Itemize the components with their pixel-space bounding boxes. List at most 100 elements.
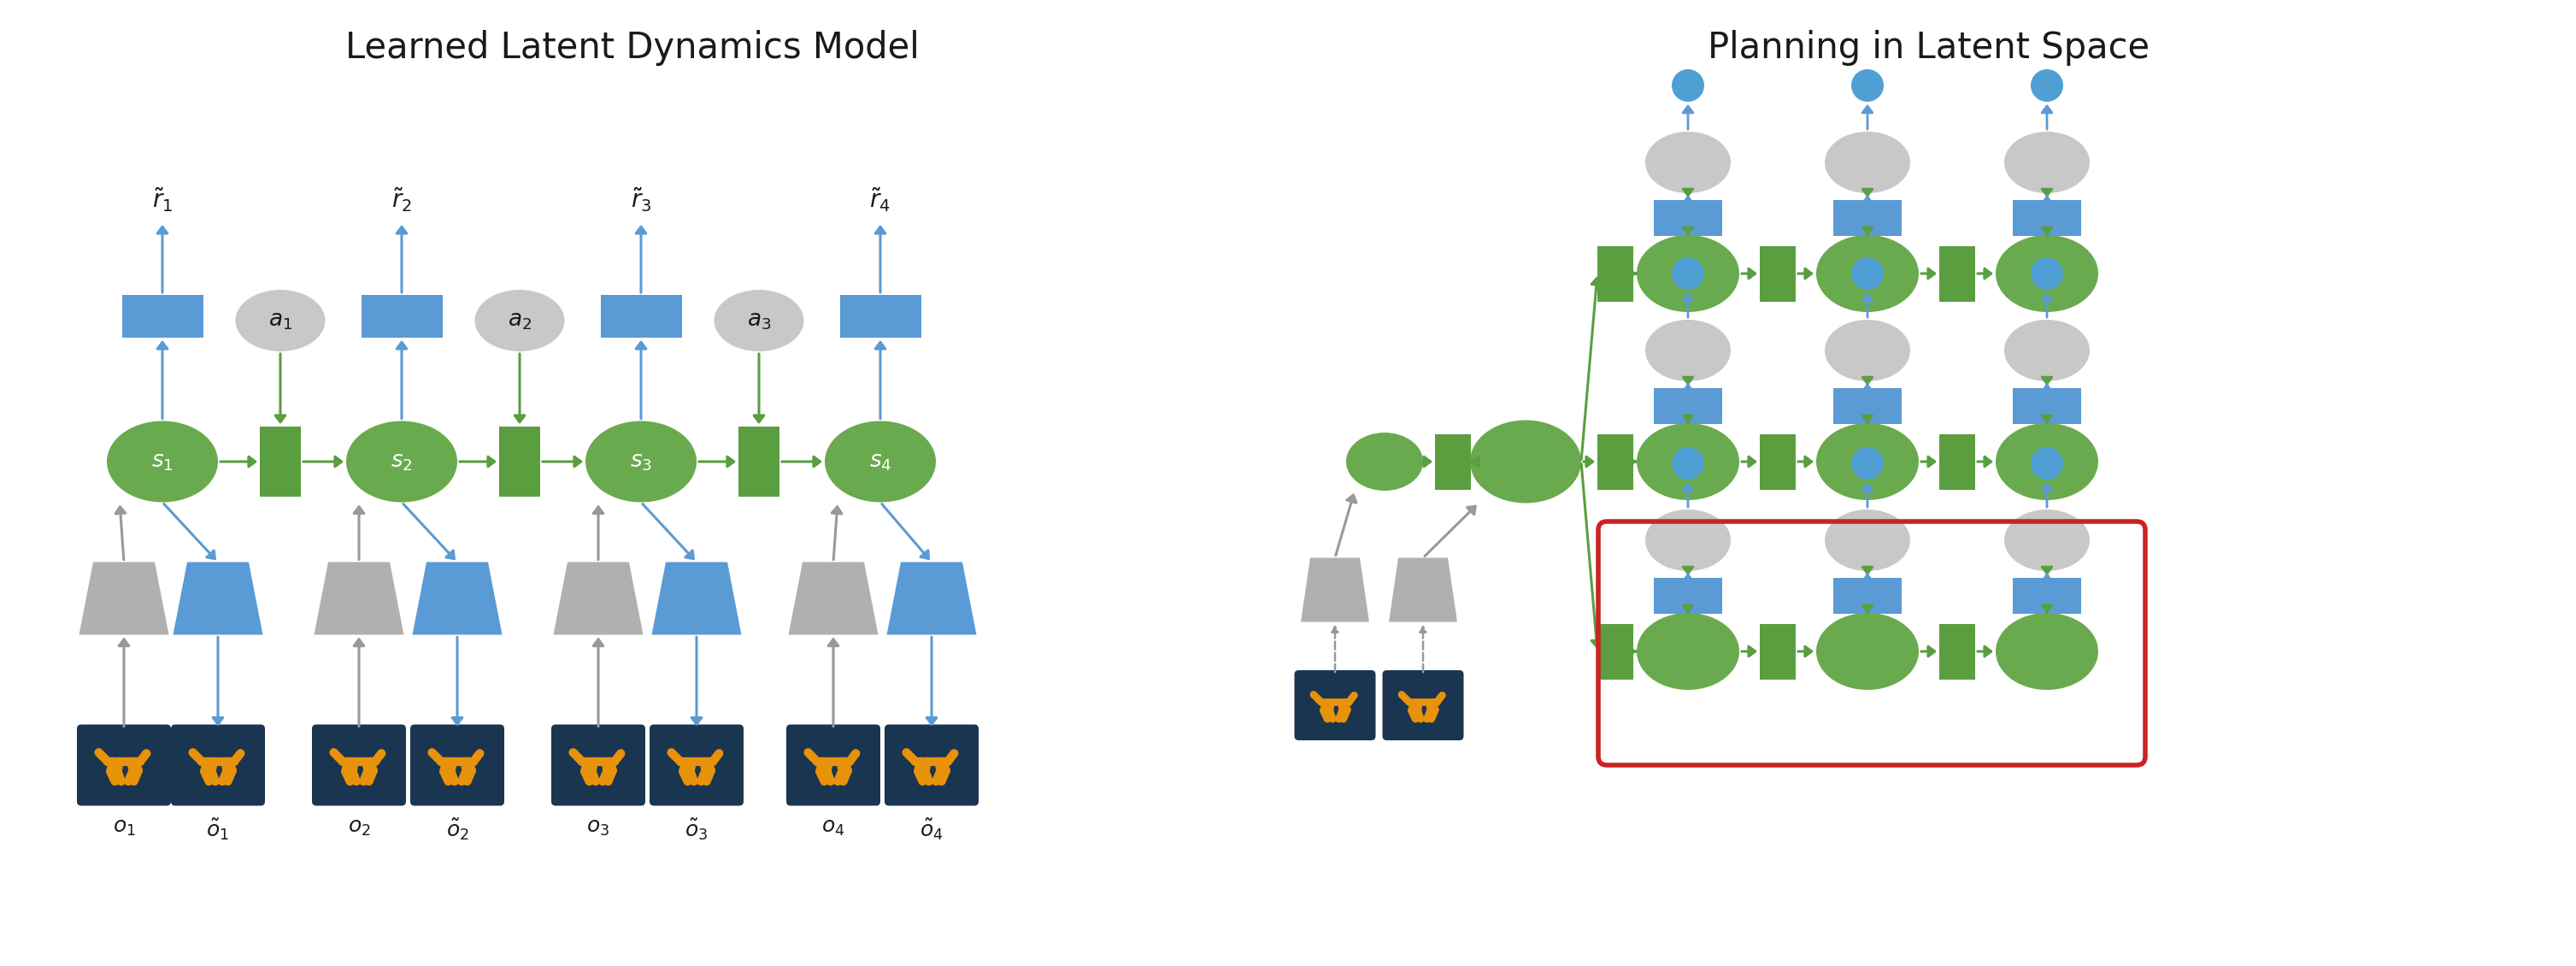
Ellipse shape: [1996, 613, 2099, 690]
Bar: [1759, 245, 1795, 301]
Polygon shape: [80, 562, 170, 635]
Bar: [2012, 388, 2081, 424]
Ellipse shape: [1471, 420, 1582, 503]
Bar: [260, 427, 301, 497]
Ellipse shape: [1816, 235, 1919, 312]
Bar: [1654, 200, 1723, 236]
Bar: [1940, 434, 1976, 490]
Polygon shape: [554, 562, 644, 635]
Polygon shape: [173, 562, 263, 635]
FancyBboxPatch shape: [649, 724, 744, 806]
Text: $a_3$: $a_3$: [747, 309, 770, 331]
Text: $\tilde{o}_3$: $\tilde{o}_3$: [685, 817, 708, 841]
Bar: [1940, 245, 1976, 301]
Bar: [1834, 388, 1901, 424]
FancyBboxPatch shape: [551, 724, 644, 806]
Ellipse shape: [1816, 423, 1919, 500]
Ellipse shape: [1646, 320, 1731, 382]
Bar: [1759, 624, 1795, 679]
Bar: [1654, 578, 1723, 613]
Bar: [1597, 245, 1633, 301]
FancyBboxPatch shape: [312, 724, 407, 806]
Polygon shape: [412, 562, 502, 635]
Bar: [1597, 434, 1633, 490]
Ellipse shape: [2004, 509, 2089, 571]
Text: $\tilde{o}_1$: $\tilde{o}_1$: [206, 817, 229, 841]
Text: $\tilde{r}_{2}$: $\tilde{r}_{2}$: [392, 186, 412, 213]
Bar: [600, 295, 683, 338]
Polygon shape: [886, 562, 976, 635]
Bar: [2012, 200, 2081, 236]
Ellipse shape: [585, 421, 696, 502]
Bar: [1597, 624, 1633, 679]
Ellipse shape: [1852, 447, 1883, 479]
Text: $\tilde{o}_2$: $\tilde{o}_2$: [446, 817, 469, 841]
Ellipse shape: [1672, 70, 1705, 101]
Polygon shape: [1388, 557, 1458, 622]
Text: $a_1$: $a_1$: [268, 309, 291, 331]
Ellipse shape: [1347, 433, 1422, 491]
FancyBboxPatch shape: [786, 724, 881, 806]
Ellipse shape: [2030, 447, 2063, 479]
Text: $s_1$: $s_1$: [152, 450, 173, 472]
Ellipse shape: [1816, 613, 1919, 690]
Ellipse shape: [2030, 257, 2063, 290]
Text: $\tilde{r}_{4}$: $\tilde{r}_{4}$: [871, 186, 891, 213]
Bar: [2012, 578, 2081, 613]
Bar: [840, 295, 920, 338]
Text: $o_4$: $o_4$: [822, 817, 845, 838]
Ellipse shape: [1824, 131, 1911, 193]
Text: $o_1$: $o_1$: [113, 817, 137, 838]
Bar: [1834, 578, 1901, 613]
Text: $a_2$: $a_2$: [507, 309, 531, 331]
Bar: [121, 295, 204, 338]
Text: $s_4$: $s_4$: [868, 450, 891, 472]
Ellipse shape: [1646, 509, 1731, 571]
Ellipse shape: [1636, 235, 1739, 312]
Ellipse shape: [2004, 131, 2089, 193]
Text: Learned Latent Dynamics Model: Learned Latent Dynamics Model: [345, 30, 920, 66]
Ellipse shape: [345, 421, 459, 502]
Ellipse shape: [1824, 320, 1911, 382]
FancyBboxPatch shape: [77, 724, 170, 806]
Bar: [1435, 434, 1471, 490]
FancyBboxPatch shape: [410, 724, 505, 806]
Polygon shape: [314, 562, 404, 635]
Text: $o_2$: $o_2$: [348, 817, 371, 838]
Ellipse shape: [234, 290, 325, 352]
FancyBboxPatch shape: [170, 724, 265, 806]
Bar: [1834, 200, 1901, 236]
Bar: [1654, 388, 1723, 424]
Bar: [500, 427, 541, 497]
Ellipse shape: [1824, 509, 1911, 571]
Ellipse shape: [714, 290, 804, 352]
Ellipse shape: [1672, 447, 1705, 479]
Polygon shape: [1301, 557, 1370, 622]
Ellipse shape: [1646, 131, 1731, 193]
Text: $\tilde{o}_4$: $\tilde{o}_4$: [920, 817, 943, 841]
Bar: [1940, 624, 1976, 679]
Ellipse shape: [1672, 257, 1705, 290]
FancyBboxPatch shape: [1383, 670, 1463, 740]
Ellipse shape: [106, 421, 219, 502]
Text: $s_3$: $s_3$: [631, 450, 652, 472]
Bar: [1759, 434, 1795, 490]
Ellipse shape: [1996, 423, 2099, 500]
Bar: [739, 427, 781, 497]
Text: $\tilde{r}_{1}$: $\tilde{r}_{1}$: [152, 186, 173, 213]
Bar: [361, 295, 443, 338]
Polygon shape: [788, 562, 878, 635]
FancyBboxPatch shape: [1293, 670, 1376, 740]
Ellipse shape: [2030, 70, 2063, 101]
Ellipse shape: [2004, 320, 2089, 382]
Ellipse shape: [1996, 235, 2099, 312]
FancyBboxPatch shape: [884, 724, 979, 806]
Text: $\tilde{r}_{3}$: $\tilde{r}_{3}$: [631, 186, 652, 213]
Ellipse shape: [1852, 70, 1883, 101]
Ellipse shape: [824, 421, 935, 502]
Ellipse shape: [474, 290, 564, 352]
Text: Planning in Latent Space: Planning in Latent Space: [1708, 30, 2151, 66]
Text: $s_2$: $s_2$: [392, 450, 412, 472]
Ellipse shape: [1636, 423, 1739, 500]
Ellipse shape: [1852, 257, 1883, 290]
